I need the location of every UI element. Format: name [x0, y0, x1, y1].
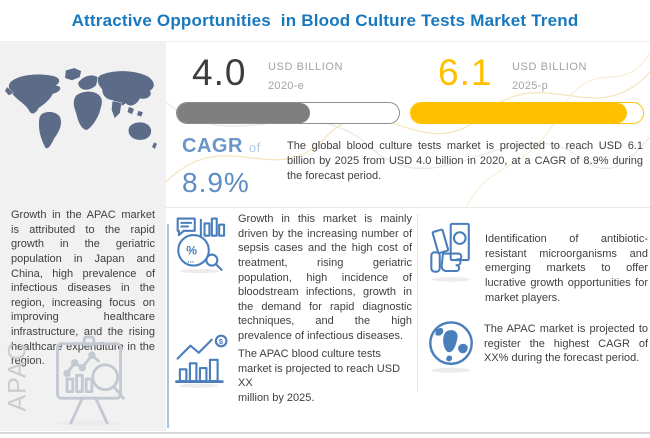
market-size-section: 4.0 USD BILLION 2020-e 6.1 USD BILLION 2…	[166, 42, 650, 207]
money-in-hand-icon	[426, 220, 478, 287]
insight-apac-cagr: The APAC market is projected to register…	[426, 318, 648, 379]
globe-icon	[426, 318, 476, 379]
current-progress-fill	[177, 103, 311, 123]
insight-apac-market: $ The APAC blood culture tests market is…	[174, 333, 412, 406]
growth-bar-chart-dollar-icon: $	[174, 333, 230, 394]
insight-apac-market-text: The APAC blood culture tests market is p…	[238, 348, 401, 404]
projected-market-meta: USD BILLION 2025-p	[512, 61, 587, 92]
current-period-label: 2020-e	[268, 80, 305, 92]
current-unit-label: USD BILLION	[268, 61, 344, 73]
market-summary-text: The global blood culture tests market is…	[287, 140, 643, 182]
current-market-meta: USD BILLION 2020-e	[268, 61, 343, 92]
current-progress-bar	[176, 102, 400, 124]
projected-progress-bar	[410, 102, 644, 124]
insight-market-drivers-text: Growth in this market is mainly driven b…	[238, 213, 412, 342]
header: Attractive Opportunities in Blood Cultur…	[0, 0, 650, 42]
page-title: Attractive Opportunities in Blood Cultur…	[71, 10, 579, 30]
projected-market-value: 6.1	[438, 52, 493, 93]
insight-opportunities: Identification of antibiotic-resistant m…	[426, 220, 648, 305]
projected-unit-label: USD BILLION	[512, 61, 588, 73]
projected-progress-fill	[411, 103, 627, 123]
insight-market-drivers: % ... Growth in this market is mainly dr…	[174, 212, 412, 344]
market-analysis-board-icon	[46, 334, 132, 428]
current-market-value: 4.0	[192, 52, 247, 93]
svg-text:...: ...	[187, 256, 194, 265]
svg-text:%: %	[186, 244, 197, 258]
apac-region-label: APAC	[3, 341, 32, 412]
sidebar-apac-description: Growth in the APAC market is attributed …	[11, 209, 155, 368]
insight-apac-cagr-text: The APAC market is projected to register…	[484, 323, 648, 365]
projected-period-label: 2025-p	[512, 80, 549, 92]
sidebar-apac-panel: Growth in the APAC market is attributed …	[0, 42, 166, 431]
cagr-label: CAGR	[182, 135, 243, 157]
svg-text:$: $	[219, 337, 224, 346]
insight-opportunities-text: Identification of antibiotic-resistant m…	[485, 233, 648, 304]
cagr-connector: of	[248, 140, 261, 155]
world-map-icon	[4, 50, 162, 178]
cagr-value: 8.9%	[182, 167, 250, 198]
blue-accent-line	[167, 224, 169, 428]
pie-percent-magnifier-icon: % ...	[174, 212, 232, 279]
vertical-divider	[417, 214, 418, 392]
cagr-block: CAGR of 8.9%	[182, 135, 261, 199]
horizontal-divider	[166, 207, 650, 208]
